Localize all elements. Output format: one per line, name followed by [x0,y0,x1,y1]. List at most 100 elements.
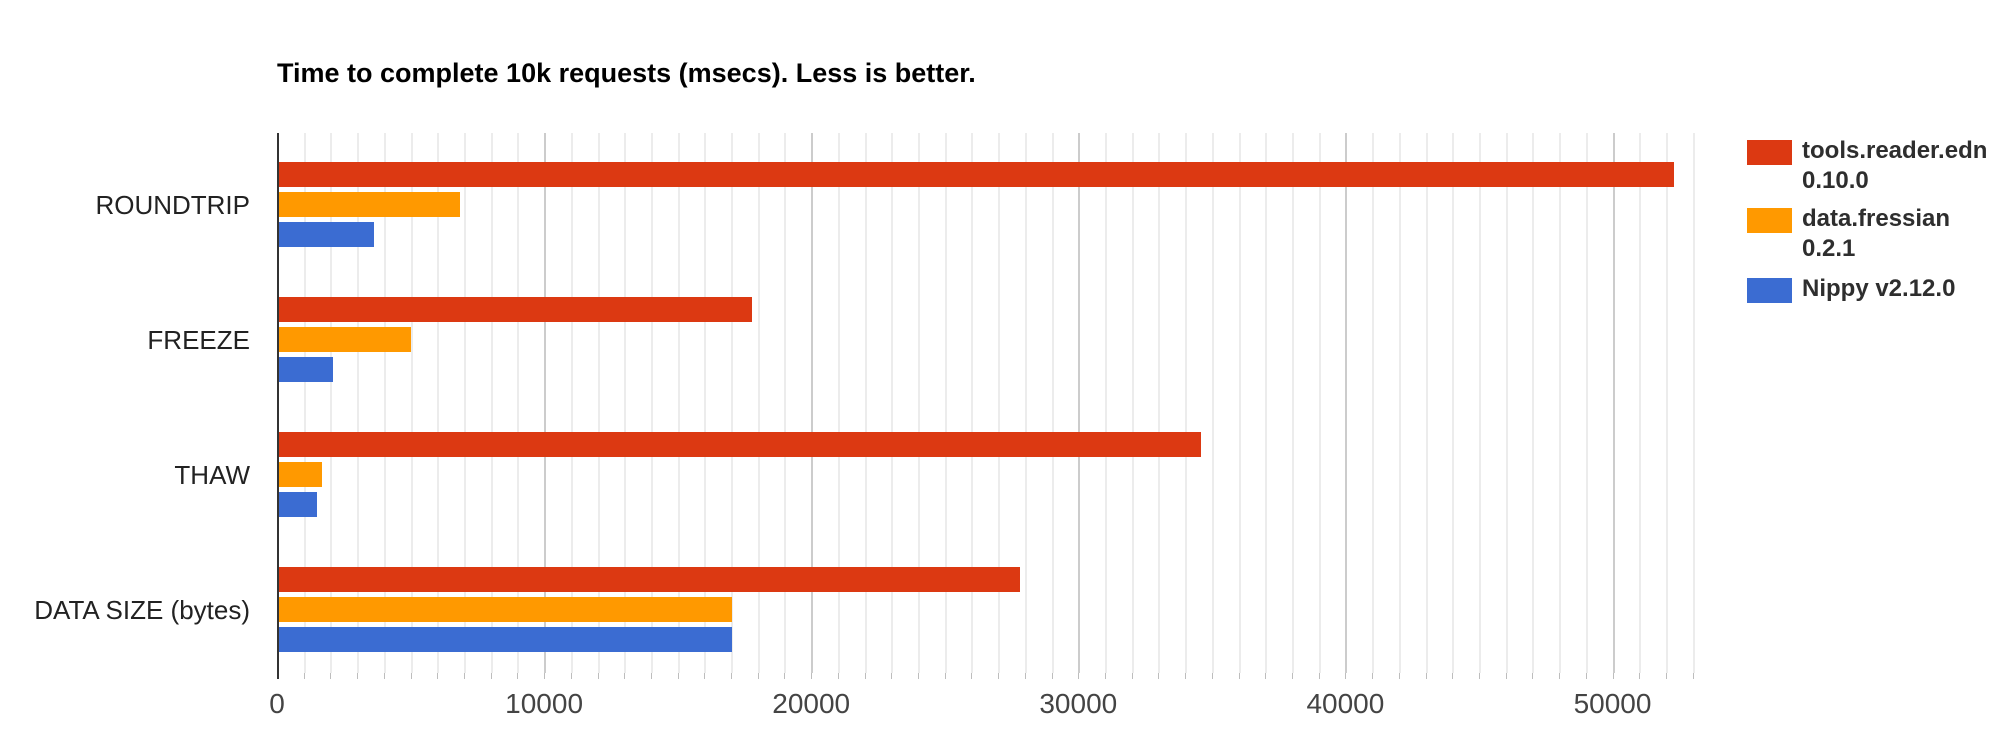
gridline-minor [1105,133,1108,673]
legend-label: data.fressian 0.2.1 [1802,204,1950,264]
gridline-minor [1478,133,1481,673]
gridline-minor [1505,133,1508,673]
axis-tick [437,673,439,679]
axis-tick [1505,673,1507,679]
gridline-minor [1425,133,1428,673]
bar[interactable] [279,597,733,623]
bar[interactable] [279,462,323,488]
axis-tick [971,673,973,679]
gridline-minor [971,133,974,673]
axis-tick [1612,673,1614,679]
gridline-minor [1291,133,1294,673]
gridline-minor [1211,133,1214,673]
axis-tick [1559,673,1561,679]
x-tick-label: 30000 [1039,688,1118,719]
axis-tick [1478,673,1480,679]
category-label: THAW [174,459,250,490]
legend-label-line: data.fressian [1802,205,1951,232]
bar[interactable] [279,192,460,218]
bar[interactable] [279,627,733,653]
bar[interactable] [279,297,753,323]
gridline-minor [757,133,760,673]
bar[interactable] [279,357,334,383]
category-label: ROUNDTRIP [95,189,250,220]
gridline-minor [1665,133,1668,673]
axis-tick [1345,673,1347,679]
legend-label-line: tools.reader.edn [1802,137,1988,164]
legend-item: data.fressian 0.2.1 [1747,204,1950,264]
gridline-minor [784,133,787,673]
axis-tick [463,673,465,679]
axis-tick [1105,673,1107,679]
gridline-minor [490,133,493,673]
x-tick-label: 40000 [1306,688,1385,719]
legend-swatch [1747,278,1792,303]
axis-tick [1372,673,1374,679]
gridline-minor [463,133,466,673]
bar[interactable] [279,162,1674,188]
axis-tick [650,673,652,679]
gridline-minor [837,133,840,673]
gridline-minor [998,133,1001,673]
bar[interactable] [279,432,1202,458]
axis-tick [1131,673,1133,679]
axis-tick [597,673,599,679]
gridline-minor [1158,133,1161,673]
gridline-minor [864,133,867,673]
gridline-minor [1238,133,1241,673]
axis-tick [891,673,893,679]
axis-tick [410,673,412,679]
legend-item: tools.reader.edn 0.10.0 [1747,136,1987,196]
axis-tick [1238,673,1240,679]
axis-tick [1665,673,1667,679]
gridline-minor [624,133,627,673]
legend-swatch [1747,140,1792,165]
bar[interactable] [279,492,318,518]
gridline-minor [1452,133,1455,673]
axis-tick [1078,673,1080,679]
axis-tick [918,673,920,679]
axis-tick [731,673,733,679]
bar[interactable] [279,222,375,248]
axis-tick [624,673,626,679]
gridline-minor [731,133,734,673]
legend-label: tools.reader.edn 0.10.0 [1802,136,1987,196]
axis-tick [1185,673,1187,679]
axis-tick [1639,673,1641,679]
gridline-minor [1372,133,1375,673]
axis-tick [1211,673,1213,679]
axis-tick [811,673,813,679]
y-axis-line [277,133,279,679]
x-tick-label: 20000 [772,688,851,719]
gridline-minor [1131,133,1134,673]
bar[interactable] [279,567,1020,593]
gridline-minor [410,133,413,673]
axis-tick [1585,673,1587,679]
axis-tick [837,673,839,679]
gridline-major [1078,133,1081,673]
axis-tick [864,673,866,679]
axis-tick [303,673,305,679]
gridline-minor [650,133,653,673]
axis-tick [757,673,759,679]
gridline-minor [517,133,520,673]
gridline-minor [1532,133,1535,673]
axis-tick [517,673,519,679]
axis-tick [1318,673,1320,679]
category-label: DATA SIZE (bytes) [34,594,250,625]
gridline-major [1345,133,1348,673]
gridline-minor [1692,133,1695,673]
gridline-minor [918,133,921,673]
axis-tick [1452,673,1454,679]
x-tick-label: 50000 [1573,688,1652,719]
gridline-minor [357,133,360,673]
axis-tick [357,673,359,679]
legend-label-line: 0.10.0 [1802,167,1869,194]
gridline-minor [570,133,573,673]
bar[interactable] [279,327,411,353]
gridline-major [811,133,814,673]
gridline-major [544,133,547,673]
gridline-minor [944,133,947,673]
